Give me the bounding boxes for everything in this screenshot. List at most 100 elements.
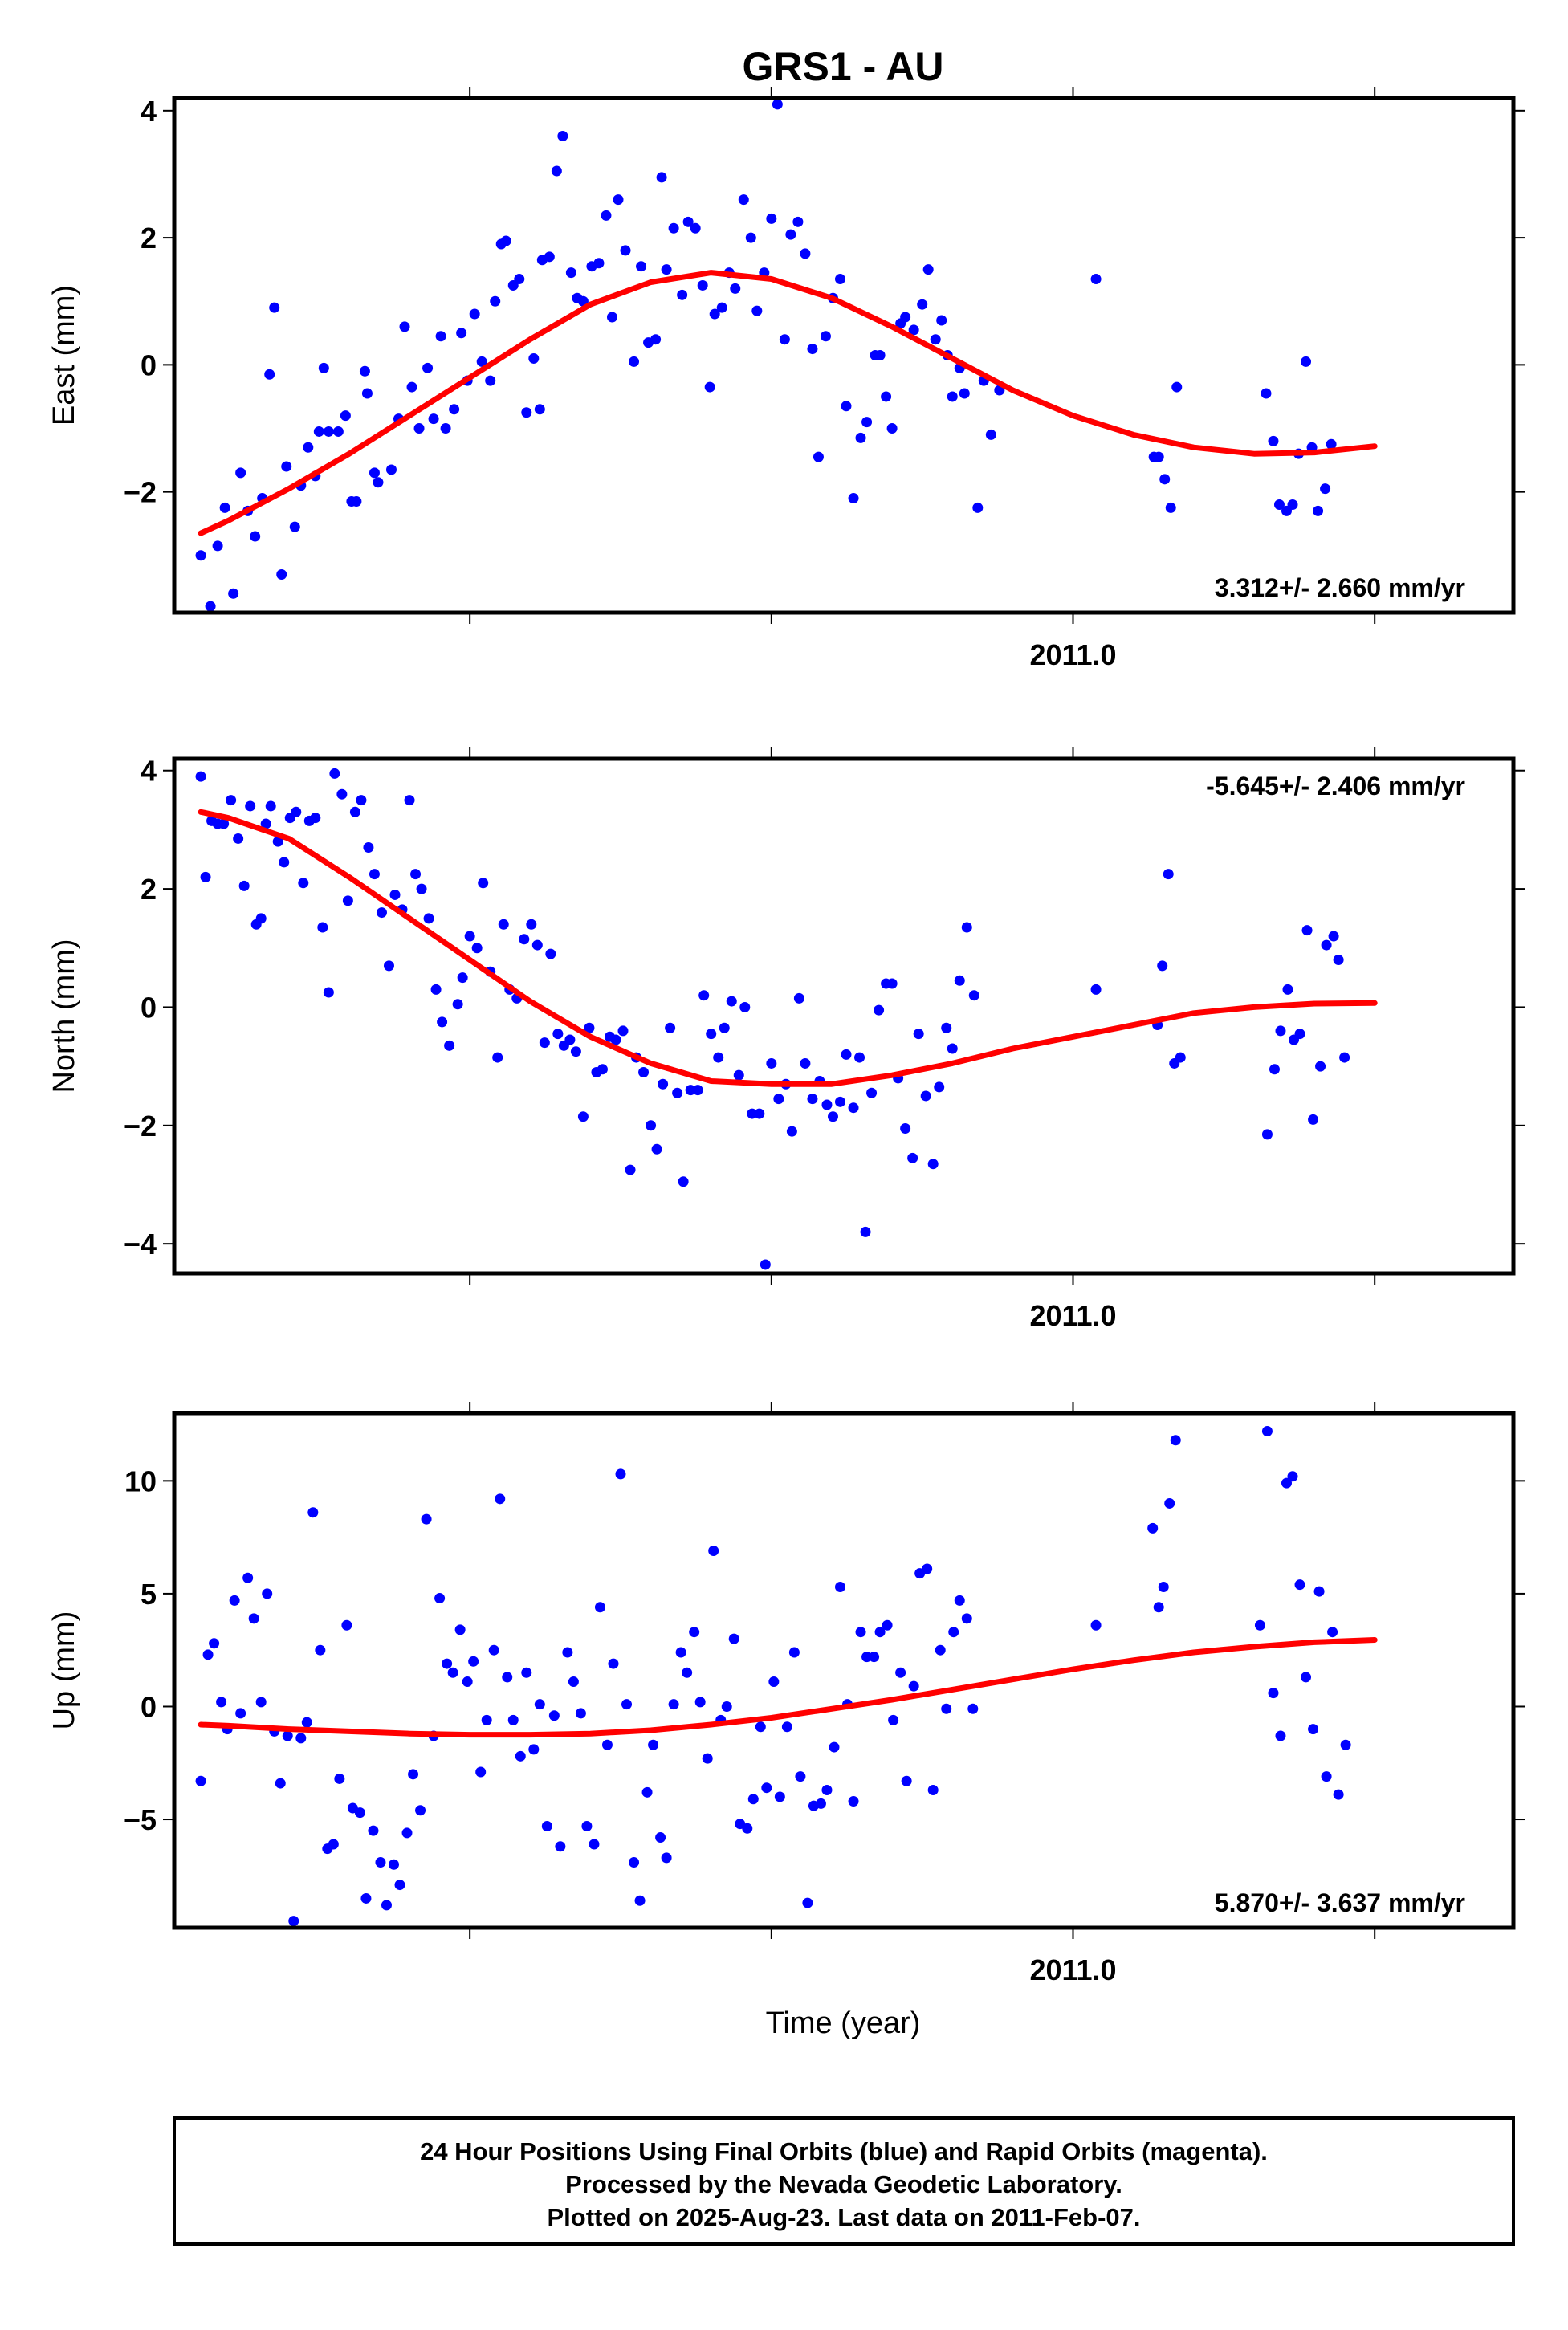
- data-point: [514, 274, 525, 285]
- data-point: [848, 1102, 859, 1114]
- data-point: [1165, 502, 1176, 513]
- data-point: [1301, 925, 1313, 936]
- data-point: [690, 222, 701, 234]
- data-point: [468, 1656, 479, 1667]
- data-point: [528, 1744, 540, 1755]
- data-point: [440, 423, 451, 434]
- data-point: [682, 1667, 693, 1678]
- y-tick-label-2: 5: [141, 1578, 157, 1611]
- data-point: [502, 1672, 513, 1683]
- data-point: [295, 1733, 307, 1744]
- data-point: [697, 279, 708, 291]
- data-point: [930, 334, 941, 345]
- data-point: [874, 350, 886, 360]
- chart-title: GRS1 - AU: [743, 44, 944, 89]
- data-point: [1153, 451, 1164, 462]
- data-point: [1339, 1052, 1350, 1063]
- data-point: [739, 1001, 751, 1012]
- data-point: [677, 289, 688, 300]
- data-point: [781, 1721, 792, 1733]
- data-point: [354, 1807, 365, 1819]
- data-point: [375, 1856, 386, 1868]
- data-point: [793, 992, 804, 1004]
- data-point: [820, 331, 831, 342]
- fit-curve: [198, 1637, 1378, 1738]
- data-point: [800, 1057, 811, 1069]
- data-point: [594, 1602, 605, 1613]
- data-point: [719, 1022, 730, 1033]
- data-point: [655, 1832, 666, 1843]
- data-point: [363, 842, 374, 853]
- data-point: [745, 232, 756, 243]
- rate-annotation: 3.312+/- 2.660 mm/yr: [1215, 573, 1465, 602]
- y-tick-label-1: −2: [124, 1110, 157, 1143]
- data-point: [248, 1613, 259, 1624]
- data-point: [1158, 1581, 1169, 1592]
- data-point: [385, 464, 397, 475]
- data-point: [242, 1572, 254, 1583]
- data-point: [636, 261, 647, 272]
- data-point: [356, 795, 367, 806]
- data-point: [1372, 0, 1383, 6]
- data-point: [332, 426, 344, 437]
- data-point: [959, 388, 970, 399]
- data-point: [264, 369, 275, 380]
- data-point: [651, 1143, 662, 1155]
- data-point: [408, 1769, 419, 1780]
- data-point: [281, 461, 292, 472]
- data-point: [922, 1563, 933, 1574]
- data-point: [341, 1619, 352, 1631]
- data-point: [1175, 1052, 1186, 1063]
- data-point: [861, 1652, 873, 1663]
- data-point: [900, 1122, 911, 1134]
- plot-frame: [172, 756, 1516, 1276]
- data-point: [608, 1658, 619, 1669]
- data-point: [276, 569, 287, 580]
- data-point: [755, 1721, 766, 1733]
- data-point: [255, 1697, 267, 1708]
- data-point: [1353, 0, 1363, 6]
- data-point: [807, 1094, 818, 1105]
- data-point: [702, 1753, 713, 1764]
- data-point: [661, 1852, 672, 1864]
- data-point: [785, 229, 796, 240]
- plot-frame: [172, 96, 1516, 615]
- data-point: [313, 426, 324, 437]
- data-point: [721, 1701, 732, 1712]
- data-point: [1326, 438, 1337, 450]
- data-point: [245, 800, 256, 812]
- data-point: [205, 601, 216, 612]
- data-point: [329, 768, 340, 779]
- data-point: [698, 990, 710, 1001]
- data-point: [1313, 1586, 1325, 1597]
- data-point: [961, 922, 972, 933]
- data-point: [779, 334, 790, 345]
- data-point: [786, 1126, 797, 1137]
- data-point: [452, 999, 463, 1010]
- data-point: [368, 1825, 379, 1836]
- data-point: [342, 895, 353, 906]
- data-point: [821, 1785, 833, 1796]
- data-point: [848, 1796, 859, 1807]
- data-point: [613, 194, 624, 206]
- data-point: [881, 391, 892, 402]
- data-point: [860, 1226, 871, 1237]
- data-point: [476, 356, 487, 367]
- data-point: [1268, 435, 1279, 446]
- data-point: [289, 521, 300, 532]
- data-point: [528, 352, 540, 364]
- data-point: [920, 1090, 931, 1102]
- data-point: [361, 388, 373, 399]
- data-point: [773, 1094, 784, 1105]
- data-point: [947, 391, 958, 402]
- data-point: [694, 1697, 706, 1708]
- data-point: [226, 795, 237, 806]
- data-point: [545, 948, 556, 959]
- data-point: [1147, 1522, 1159, 1534]
- data-point: [373, 477, 384, 488]
- data-point: [233, 833, 244, 844]
- data-point: [1354, 0, 1364, 6]
- data-point: [886, 423, 898, 434]
- data-point: [488, 1644, 499, 1656]
- data-point: [1301, 1672, 1312, 1683]
